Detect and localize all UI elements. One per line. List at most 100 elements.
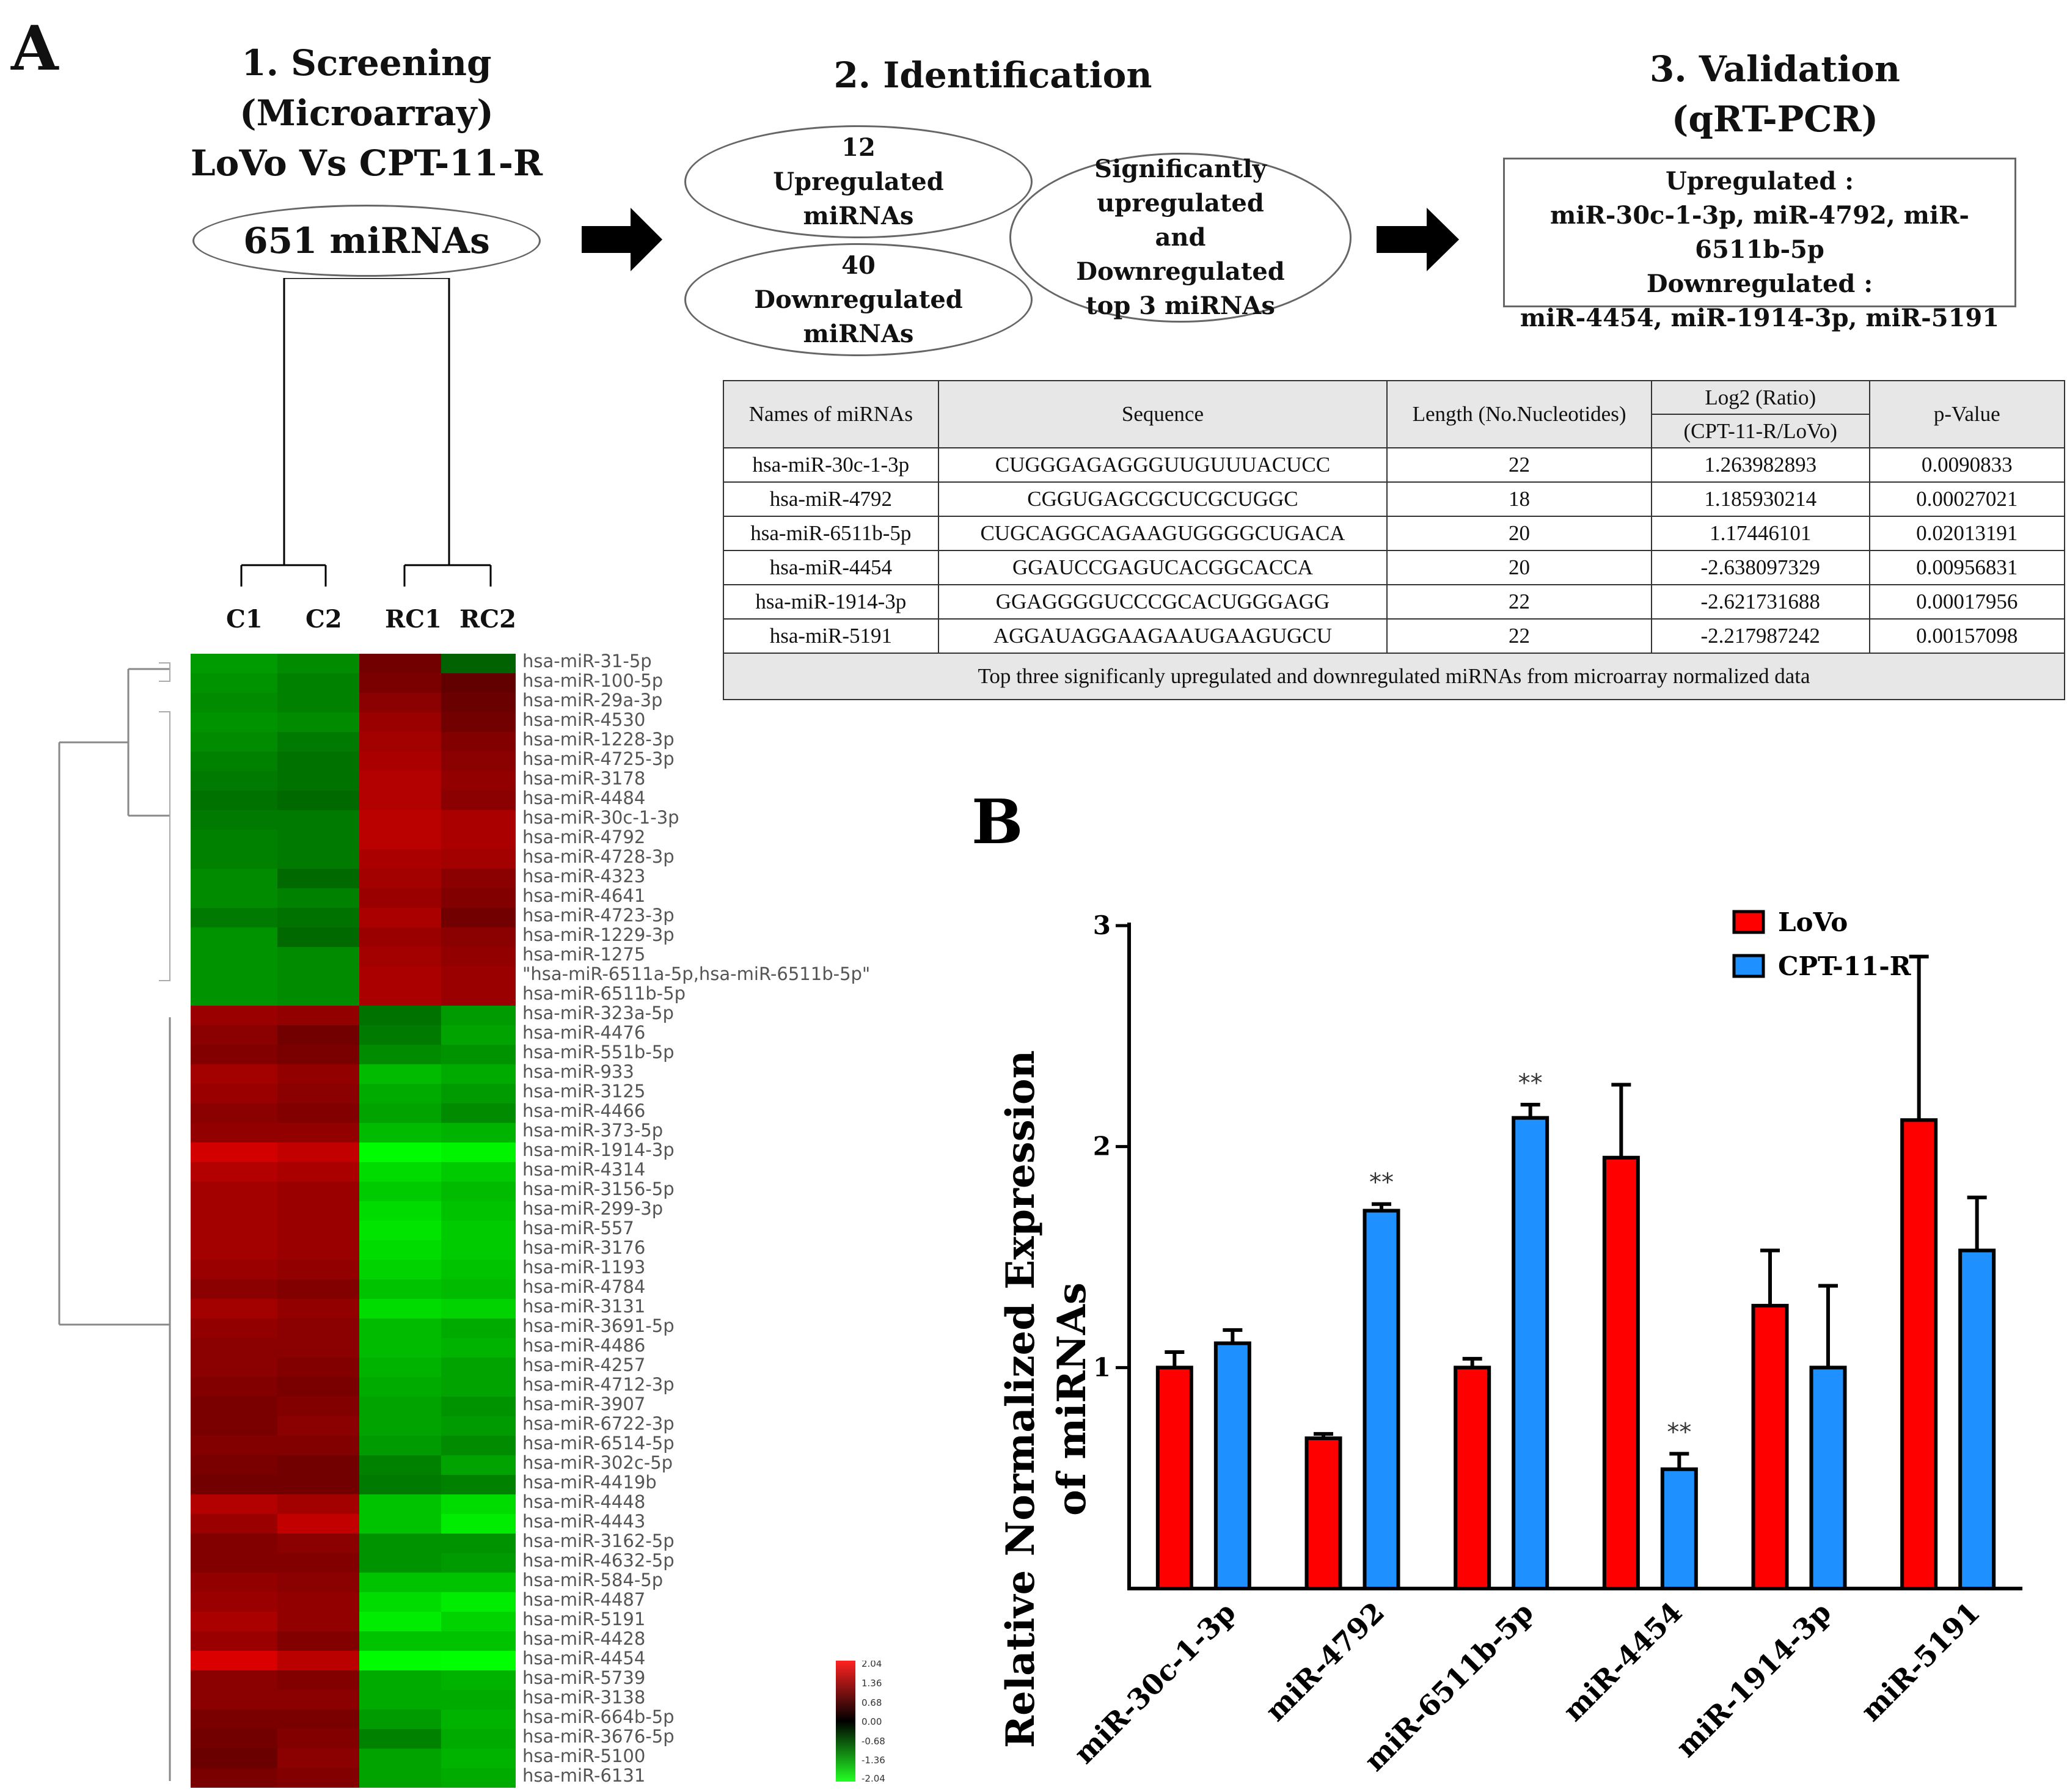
heatmap-row [191, 1690, 516, 1710]
cell-pvalue: 0.00956831 [1868, 550, 2066, 585]
heatmap-cell [191, 1201, 277, 1221]
heatmap-cell [359, 869, 441, 888]
heatmap-cell [441, 1455, 516, 1475]
heatmap-cell [441, 1279, 516, 1299]
bar-lovo-mir-1914-3p [1751, 1304, 1789, 1590]
heatmap-cell [191, 1475, 277, 1494]
ellipse-upregulated: 12 Upregulated miRNAs [684, 125, 1033, 238]
heatmap-cell [441, 1592, 516, 1612]
heatmap-row-label: hsa-miR-4466 [522, 1100, 646, 1121]
heatmap-cell [359, 1670, 441, 1690]
heatmap-cell [441, 1651, 516, 1670]
heatmap-cell [277, 1475, 359, 1494]
ellipse-downregulated: 40 Downregulated miRNAs [684, 243, 1033, 356]
heatmap-cell [191, 1318, 277, 1338]
heatmap-cell [191, 908, 277, 927]
heatmap-row-label: hsa-miR-4484 [522, 788, 646, 808]
heatmap-cell [441, 1573, 516, 1592]
heatmap-cell [277, 1670, 359, 1690]
cell-log2: 1.185930214 [1650, 481, 1870, 517]
heatmap-cell [441, 1670, 516, 1690]
heatmap-row [191, 693, 516, 712]
heatmap-row [191, 1279, 516, 1299]
heatmap-cell [359, 1182, 441, 1201]
y-axis-label-line2: of miRNAs [1049, 1282, 1095, 1516]
heatmap-cell [359, 654, 441, 673]
heatmap-cell [277, 1494, 359, 1514]
step1-title: 1. Screening (Microarray) LoVo Vs CPT-11… [183, 38, 550, 188]
val-up-list: miR-30c-1-3p, miR-4792, miR-6511b-5p [1550, 201, 1969, 264]
heatmap-cell [441, 869, 516, 888]
heatmap-cell [191, 1182, 277, 1201]
heatmap-cell [277, 810, 359, 830]
heatmap-cell [191, 1631, 277, 1651]
heatmap-cell [359, 1318, 441, 1338]
step1-line1: 1. Screening [241, 42, 492, 84]
heatmap-row-label: hsa-miR-3162-5p [522, 1531, 675, 1551]
heatmap-cell [191, 1416, 277, 1436]
heatmap-cell [277, 693, 359, 712]
heatmap-row [191, 1182, 516, 1201]
heatmap-cell [359, 810, 441, 830]
bar-lovo-mir-4454 [1602, 1155, 1640, 1590]
heatmap-cell [191, 849, 277, 869]
heatmap-cell [441, 1143, 516, 1162]
heatmap-cell [191, 1514, 277, 1534]
y-tick-label: 3 [1093, 910, 1111, 940]
cell-length: 20 [1386, 550, 1652, 585]
heatmap-cell [359, 771, 441, 791]
heatmap-cell [359, 1397, 441, 1416]
heatmap-row [191, 673, 516, 693]
heatmap-cell [441, 1749, 516, 1768]
heatmap-cell [191, 1064, 277, 1084]
heatmap-cell [441, 849, 516, 869]
heatmap-cell [441, 1162, 516, 1182]
heatmap-cell [191, 830, 277, 849]
heatmap-cell [191, 712, 277, 732]
heatmap-cell [277, 1710, 359, 1729]
legend-tick-6: -2.04 [862, 1773, 885, 1784]
val-down-list: miR-4454, miR-1914-3p, miR-5191 [1520, 304, 2000, 332]
heatmap-cell [359, 1455, 441, 1475]
cell-log2: 1.263982893 [1650, 447, 1870, 483]
heatmap-cell [191, 1299, 277, 1318]
heatmap-cell [441, 1514, 516, 1534]
header-sequence: Sequence [937, 380, 1388, 448]
cell-log2: -2.638097329 [1650, 550, 1870, 585]
heatmap-cell [441, 1182, 516, 1201]
heatmap-cell [277, 1690, 359, 1710]
heatmap-cell [277, 1436, 359, 1455]
bar-cpt-11-r-mir-4792 [1363, 1209, 1400, 1590]
heatmap-cell [359, 908, 441, 927]
heatmap-cell [191, 791, 277, 810]
heatmap-row-label: "hsa-miR-6511a-5p,hsa-miR-6511b-5p" [522, 964, 871, 984]
heatmap-cell [359, 1475, 441, 1494]
heatmap-cell [359, 1377, 441, 1397]
heatmap-cell [277, 1651, 359, 1670]
heatmap-row [191, 830, 516, 849]
heatmap-row [191, 1162, 516, 1182]
heatmap-row [191, 849, 516, 869]
significance-marker: ** [1667, 1418, 1691, 1446]
heatmap-cell [359, 732, 441, 752]
heatmap-row [191, 1006, 516, 1025]
heatmap-cell [191, 927, 277, 947]
heatmap-cell [441, 1553, 516, 1573]
heatmap-cell [441, 1025, 516, 1045]
heatmap-cell [191, 810, 277, 830]
heatmap-row [191, 1240, 516, 1260]
col-label-rc2: RC2 [459, 605, 516, 634]
heatmap-cell [277, 1221, 359, 1240]
heatmap-cell [277, 1240, 359, 1260]
heatmap-row [191, 1338, 516, 1358]
heatmap-cell [191, 1279, 277, 1299]
cell-length: 22 [1386, 618, 1652, 654]
heatmap-row [191, 1553, 516, 1573]
heatmap-cell [359, 1221, 441, 1240]
heatmap-cell [277, 654, 359, 673]
heatmap-row [191, 888, 516, 908]
heatmap-cell [359, 1006, 441, 1025]
heatmap-row-label: hsa-miR-4725-3p [522, 748, 675, 769]
heatmap-cell [359, 1494, 441, 1514]
heatmap-row-label: hsa-miR-299-3p [522, 1198, 664, 1219]
